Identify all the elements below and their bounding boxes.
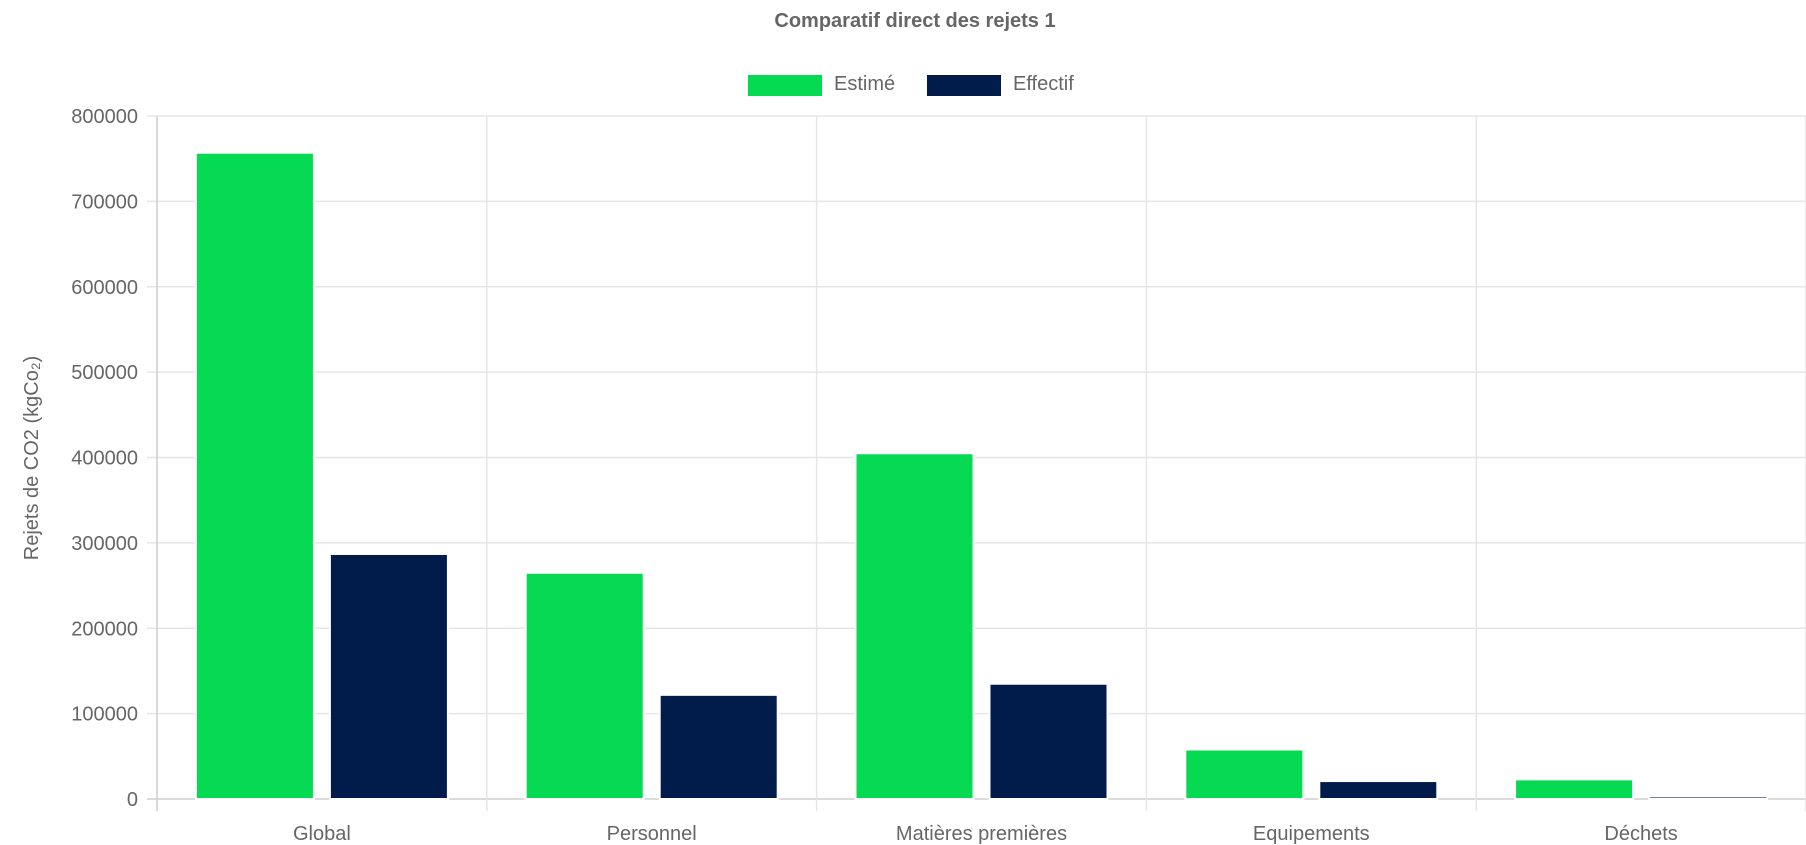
bar-effectif[interactable] (658, 693, 779, 801)
y-tick-label: 700000 (71, 191, 138, 213)
y-tick-label: 100000 (71, 704, 138, 726)
y-axis-ticks: 800000 700000 600000 500000 400000 300000 2000… (71, 106, 138, 811)
y-tick-label: 200000 (71, 618, 138, 640)
x-tick-label: Déchets (1604, 823, 1677, 845)
legend-swatch-estime (746, 73, 824, 98)
chart-title: Comparatif direct des rejets 1 (774, 10, 1055, 32)
legend-item-estime[interactable]: Estimé (746, 73, 895, 98)
bar-estime[interactable] (1184, 748, 1305, 800)
x-tick-label: Matières premières (896, 823, 1067, 845)
x-tick-label: Equipements (1253, 823, 1370, 845)
y-tick-label: 800000 (71, 106, 138, 128)
y-tick-label: 300000 (71, 533, 138, 555)
bars (194, 151, 1769, 801)
bar-effectif[interactable] (1318, 780, 1439, 800)
legend-label-estime: Estimé (834, 73, 895, 95)
legend: Estimé Effectif (746, 73, 1074, 98)
bar-effectif[interactable] (328, 552, 449, 800)
bar-effectif[interactable] (988, 682, 1109, 801)
y-tick-label: 0 (127, 789, 138, 811)
y-axis-label: Rejets de CO2 (kgCo₂) (21, 356, 43, 561)
legend-item-effectif[interactable]: Effectif (925, 73, 1074, 98)
bar-estime[interactable] (524, 571, 645, 800)
y-tick-label: 600000 (71, 277, 138, 299)
y-tick-label: 500000 (71, 362, 138, 384)
legend-label-effectif: Effectif (1013, 73, 1074, 95)
y-tick-label: 400000 (71, 448, 138, 470)
bar-estime[interactable] (854, 452, 975, 800)
bar-estime[interactable] (194, 151, 315, 800)
grid (147, 115, 1806, 811)
legend-swatch-effectif (925, 73, 1003, 98)
x-tick-label: Personnel (607, 823, 697, 845)
x-tick-label: Global (293, 823, 351, 845)
bar-effectif[interactable] (1648, 795, 1769, 800)
bar-estime[interactable] (1514, 778, 1635, 801)
x-axis-ticks: Global Personnel Matières premières Equipem… (293, 823, 1678, 845)
